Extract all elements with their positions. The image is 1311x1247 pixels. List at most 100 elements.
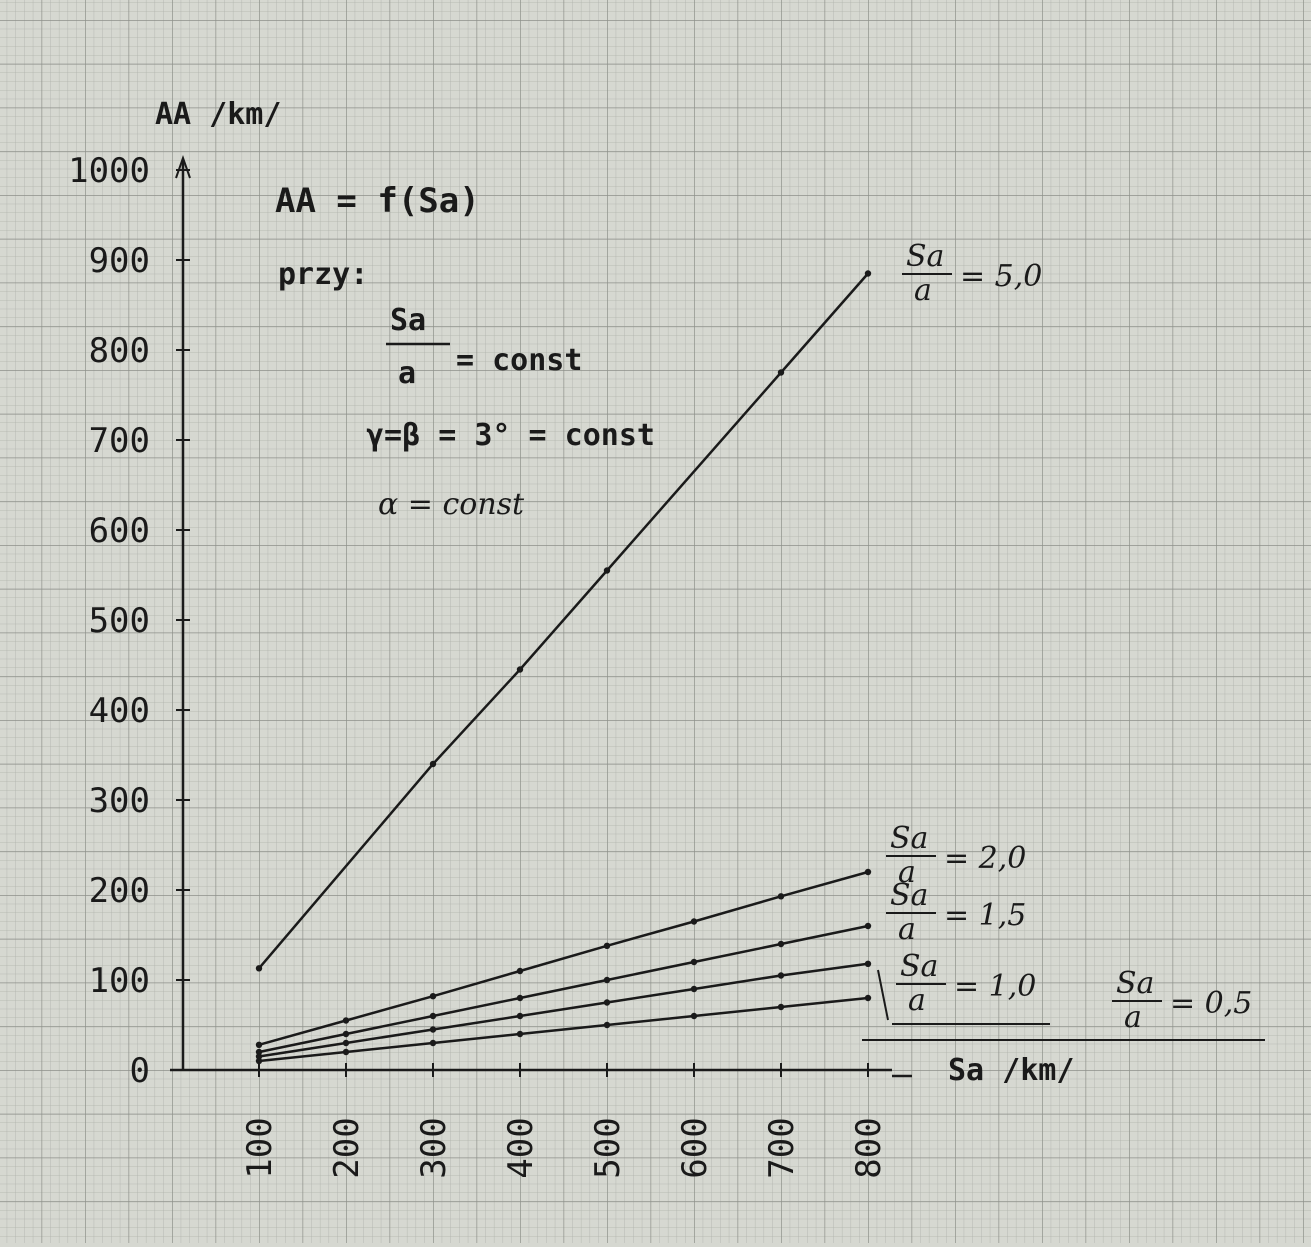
data-point [255,1053,263,1060]
data-point [864,922,872,930]
svg-text:AA /km/: AA /km/ [155,97,281,132]
series-label-denominator: a [1124,1000,1142,1035]
y-tick-label: 100 [89,961,150,1001]
y-tick-label: 0 [130,1051,150,1091]
curve-label-leader [877,969,889,1021]
data-point [603,976,611,984]
data-point [864,868,872,876]
x-tick-label: 200 [327,1117,367,1178]
data-point [864,994,872,1002]
series-label-value: = 0,5 [1170,986,1252,1021]
data-point [255,1048,263,1056]
conditions-angles: γ=β = 3° = const [366,418,655,453]
data-point [516,1012,524,1020]
data-point [864,270,872,277]
series-label-value: = 1,0 [954,969,1036,1004]
data-point [429,1026,437,1033]
y-tick-label: 600 [89,511,150,551]
series-line [258,996,869,1063]
series-label-value: = 5,0 [960,259,1042,294]
series-label-numerator: Sa [900,949,938,984]
x-tick-label: 100 [240,1117,280,1178]
y-tick-label: 500 [89,601,150,641]
series-label-denominator: a [908,983,926,1018]
y-tick-label: 400 [89,691,150,731]
series-label-value: = 2,0 [944,841,1026,876]
x-tick-label: 300 [414,1117,454,1178]
data-point [690,958,698,966]
series-group [255,270,872,1065]
conditions-ratio-denominator: a [398,356,416,391]
series-label-denominator: a [898,912,916,947]
data-point [255,1041,263,1049]
conditions-ratio-numerator: Sa [390,303,426,338]
data-point [777,972,785,979]
data-point [603,567,611,574]
data-point [690,985,698,993]
data-point [777,940,785,948]
series-line [258,272,869,970]
data-point [429,760,437,768]
series-label: Saa = 2,0 [886,821,1026,890]
data-point [603,942,611,949]
y-tick-label: 900 [89,241,150,281]
y-tick-label: 200 [89,871,150,911]
data-point [342,1039,350,1047]
series-label-numerator: Sa [890,821,928,856]
series-line [258,870,869,1047]
x-tick-label: 800 [849,1117,889,1178]
data-point [777,1003,785,1011]
series-label: Saa = 1,5 [886,878,1026,947]
series-label-denominator: a [914,273,932,308]
y-tick-label: 1000 [68,151,150,191]
data-point [777,369,785,376]
series-line [258,924,869,1054]
data-point [516,1030,524,1038]
chart-title: AA = f(Sa) [275,181,480,221]
data-point [342,1048,350,1056]
y-tick-label: 700 [89,421,150,461]
data-point [429,1039,437,1047]
x-tick-label: 400 [501,1117,541,1178]
y-axis-label: AA /km/ [155,97,281,132]
data-point [255,965,263,972]
series-label: Saa = 1,0 [896,949,1036,1018]
series-label-numerator: Sa [1116,966,1154,1001]
data-point [516,994,524,1002]
series-label-numerator: Sa [906,239,944,274]
data-point [516,967,524,975]
conditions-alpha: α = const [378,487,525,522]
data-point [690,918,698,925]
data-point [429,993,437,1000]
x-tick-label: 600 [675,1117,715,1178]
series-label: Saa = 0,5 [1112,966,1252,1035]
series-label-value: = 1,5 [944,898,1026,933]
svg-text:Sa /km/: Sa /km/ [948,1053,1074,1088]
data-point [690,1012,698,1020]
x-tick-label: 500 [588,1117,628,1178]
tick-labels: 0 100 200 300 400 500 600 700 800 900 1000 100 200 30… [68,151,889,1179]
series-label-denominator: a [898,855,916,890]
data-point [603,1021,611,1029]
series-label-numerator: Sa [890,878,928,913]
x-axis-label: Sa /km/ [948,1053,1074,1088]
data-point [864,960,872,967]
series-line [258,962,869,1058]
data-point [255,1057,263,1065]
series-label: Saa = 5,0 [902,239,1042,308]
data-point [342,1030,350,1038]
x-tick-label: 700 [762,1117,802,1178]
y-tick-label: 800 [89,331,150,371]
y-tick-label: 300 [89,781,150,821]
conditions-prefix: przy: [278,257,368,292]
data-point [342,1017,350,1024]
data-point [777,893,785,900]
data-point [603,999,611,1006]
y-axis-arrow [175,154,191,179]
conditions-ratio-suffix: = const [456,343,582,378]
data-point [516,666,524,673]
